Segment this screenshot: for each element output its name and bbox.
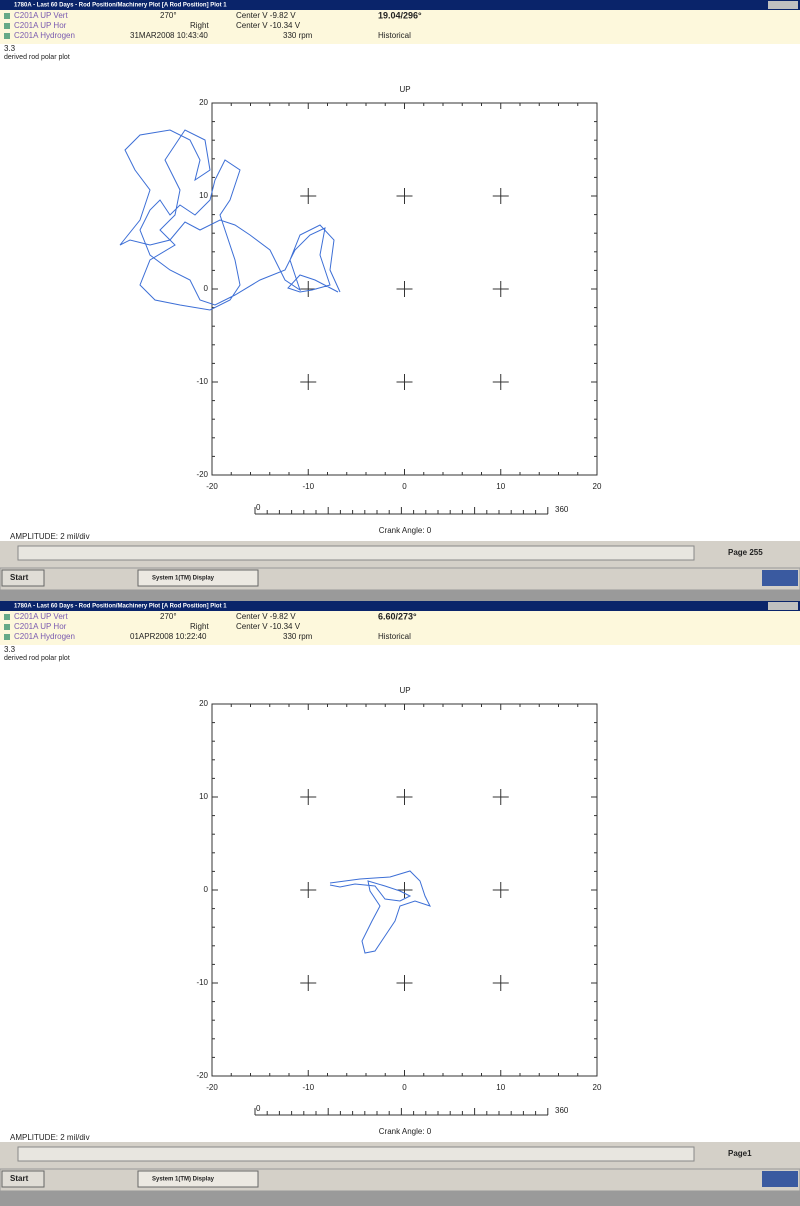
checkbox[interactable] — [4, 614, 10, 620]
x-tick-label: 0 — [402, 482, 407, 491]
window: 1780A - Last 60 Days - Rod Position/Mach… — [0, 0, 800, 591]
point-name: C201A UP Vert — [14, 11, 68, 20]
crank-end: 360 — [555, 505, 569, 514]
y-tick-label: 10 — [199, 792, 208, 801]
crank-start: 0 — [256, 1104, 261, 1113]
y-tick-label: -10 — [196, 377, 208, 386]
scale: 3.3 — [4, 44, 16, 53]
field: 270° — [160, 11, 177, 20]
start-button[interactable] — [1, 1170, 45, 1188]
up-label: UP — [399, 686, 410, 695]
task: System 1(TM) Display — [152, 1177, 215, 1183]
x-tick-label: 0 — [402, 1083, 407, 1092]
scrollbar[interactable] — [17, 545, 695, 561]
tray — [762, 1171, 798, 1187]
field: 270° — [160, 612, 177, 621]
center: Center V -9.82 V — [236, 11, 296, 20]
taskbar — [0, 567, 800, 591]
page: Page1 — [728, 1149, 752, 1158]
x-tick-label: -20 — [206, 482, 218, 491]
checkbox[interactable] — [4, 624, 10, 630]
x-tick-label: 10 — [496, 1083, 505, 1092]
title-bar — [0, 0, 800, 10]
window-controls[interactable] — [768, 602, 798, 610]
start: Start — [10, 1174, 29, 1183]
task: System 1(TM) Display — [152, 576, 215, 582]
header — [0, 611, 800, 645]
x-tick-label: -20 — [206, 1083, 218, 1092]
task-button[interactable] — [137, 569, 259, 587]
center: Center V -9.82 V — [236, 612, 296, 621]
header — [0, 10, 800, 44]
x-tick-label: 20 — [593, 1083, 602, 1092]
point-name: C201A UP Vert — [14, 612, 68, 621]
x-tick-label: 10 — [496, 482, 505, 491]
y-tick-label: 10 — [199, 191, 208, 200]
y-tick-label: -20 — [196, 470, 208, 479]
plot-name: derived rod polar plot — [4, 655, 70, 662]
y-tick-label: 20 — [199, 98, 208, 107]
reading: Historical — [378, 31, 411, 40]
crank-label: Crank Angle: 0 — [379, 1127, 432, 1136]
center: Center V -10.34 V — [236, 21, 301, 30]
center: 330 rpm — [283, 31, 313, 40]
y-tick-label: -20 — [196, 1071, 208, 1080]
orbit-trace — [329, 870, 431, 954]
reading: Historical — [378, 632, 411, 641]
point-name: C201A Hydrogen — [14, 31, 75, 40]
window-title: 1780A - Last 60 Days - Rod Position/Mach… — [14, 604, 227, 610]
scrollbar[interactable] — [17, 1146, 695, 1162]
crank-start: 0 — [256, 503, 261, 512]
scale: 3.3 — [4, 645, 16, 654]
x-tick-label: -10 — [302, 1083, 314, 1092]
window-title: 1780A - Last 60 Days - Rod Position/Mach… — [14, 3, 227, 9]
task-button[interactable] — [137, 1170, 259, 1188]
amplitude: AMPLITUDE: 2 mil/div — [10, 1133, 90, 1142]
point-name: C201A UP Hor — [14, 21, 67, 30]
y-tick-label: 0 — [204, 885, 209, 894]
orbit-trace — [119, 129, 341, 311]
up-label: UP — [399, 85, 410, 94]
start: Start — [10, 573, 29, 582]
plot-name: derived rod polar plot — [4, 54, 70, 61]
tray — [762, 570, 798, 586]
page: Page 255 — [728, 548, 763, 557]
field: 31MAR2008 10:43:40 — [130, 31, 208, 40]
center: 330 rpm — [283, 632, 313, 641]
crank-label: Crank Angle: 0 — [379, 526, 432, 535]
field: 01APR2008 10:22:40 — [130, 632, 207, 641]
point-name: C201A UP Hor — [14, 622, 67, 631]
window-bg — [0, 601, 800, 1191]
center: Center V -10.34 V — [236, 622, 301, 631]
y-tick-label: 20 — [199, 699, 208, 708]
field: Right — [190, 622, 209, 631]
window-bg — [0, 0, 800, 590]
checkbox[interactable] — [4, 634, 10, 640]
crank-end: 360 — [555, 1106, 569, 1115]
start-button[interactable] — [1, 569, 45, 587]
reading: 6.60/273° — [378, 611, 417, 621]
window-controls[interactable] — [768, 1, 798, 9]
checkbox[interactable] — [4, 23, 10, 29]
taskbar — [0, 1168, 800, 1192]
x-tick-label: -10 — [302, 482, 314, 491]
checkbox[interactable] — [4, 33, 10, 39]
x-tick-label: 20 — [593, 482, 602, 491]
y-tick-label: -10 — [196, 978, 208, 987]
checkbox[interactable] — [4, 13, 10, 19]
field: Right — [190, 21, 209, 30]
title-bar — [0, 601, 800, 611]
reading: 19.04/296° — [378, 10, 422, 20]
point-name: C201A Hydrogen — [14, 632, 75, 641]
y-tick-label: 0 — [204, 284, 209, 293]
window: 1780A - Last 60 Days - Rod Position/Mach… — [0, 601, 800, 1192]
amplitude: AMPLITUDE: 2 mil/div — [10, 532, 90, 541]
